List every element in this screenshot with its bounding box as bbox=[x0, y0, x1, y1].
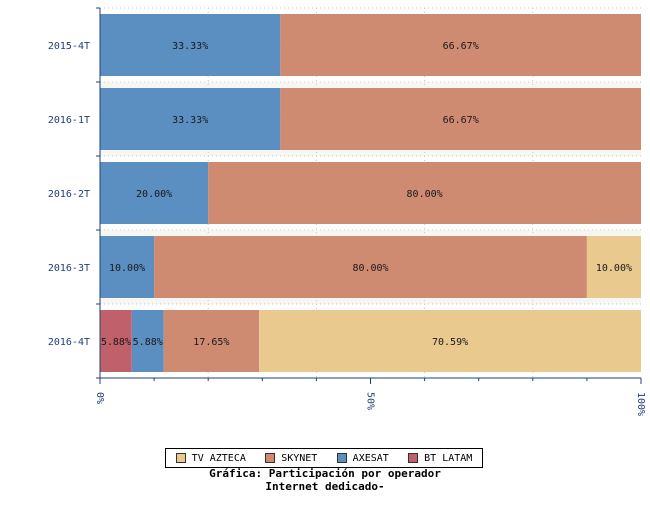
legend-swatch-bt-latam bbox=[408, 453, 419, 463]
x-tick-label: 50% bbox=[365, 392, 376, 410]
legend-item-skynet: SKYNET bbox=[265, 453, 317, 464]
bar-segment bbox=[280, 88, 641, 150]
bar-data-label: 17.65% bbox=[193, 337, 229, 348]
legend: TV AZTECA SKYNET AXESAT BT LATAM bbox=[165, 448, 483, 468]
y-tick-label: 2016-3T bbox=[48, 263, 90, 274]
y-tick-label: 2016-4T bbox=[48, 337, 90, 348]
x-tick-label: 100% bbox=[635, 392, 646, 416]
legend-item-bt-latam: BT LATAM bbox=[408, 453, 472, 464]
bar-segment bbox=[100, 88, 281, 150]
bar-data-label: 33.33% bbox=[172, 41, 208, 52]
bar-segment bbox=[100, 236, 155, 298]
chart-subtitle: Internet dedicado- bbox=[265, 480, 385, 493]
y-tick-label: 2015-4T bbox=[48, 41, 90, 52]
bar-segment bbox=[100, 14, 281, 76]
legend-label-tv-azteca: TV AZTECA bbox=[191, 452, 246, 464]
bar-data-label: 20.00% bbox=[136, 189, 172, 200]
legend-label-skynet: SKYNET bbox=[281, 452, 318, 464]
bar-data-label: 80.00% bbox=[352, 263, 388, 274]
legend-swatch-tv-azteca bbox=[175, 453, 186, 463]
bar-data-label: 5.88% bbox=[133, 337, 163, 348]
bar-data-label: 10.00% bbox=[109, 263, 145, 274]
chart-title-block: Gráfica: Participación por operador Inte… bbox=[0, 467, 650, 493]
x-tick-label: 0% bbox=[94, 392, 105, 404]
bar-data-label: 66.67% bbox=[443, 41, 479, 52]
legend-swatch-axesat bbox=[336, 453, 347, 463]
bar-segment bbox=[259, 310, 641, 372]
legend-label-bt-latam: BT LATAM bbox=[424, 452, 473, 464]
legend-item-tv-azteca: TV AZTECA bbox=[175, 452, 246, 464]
bar-segment bbox=[208, 162, 641, 224]
bar-data-label: 70.59% bbox=[432, 337, 468, 348]
bar-data-label: 80.00% bbox=[407, 189, 443, 200]
bar-segment bbox=[100, 162, 209, 224]
legend-label-axesat: AXESAT bbox=[352, 452, 389, 464]
bar-data-label: 66.67% bbox=[443, 115, 479, 126]
bar-data-label: 33.33% bbox=[172, 115, 208, 126]
bar-segment bbox=[280, 14, 641, 76]
bar-segment bbox=[100, 310, 132, 372]
bar-segment bbox=[131, 310, 164, 372]
legend-swatch-skynet bbox=[265, 453, 276, 463]
chart-title: Gráfica: Participación por operador bbox=[209, 467, 441, 480]
bar-segment bbox=[154, 236, 587, 298]
y-tick-label: 2016-2T bbox=[48, 189, 90, 200]
bar-data-label: 5.88% bbox=[101, 337, 131, 348]
legend-item-axesat: AXESAT bbox=[336, 452, 389, 464]
y-tick-label: 2016-1T bbox=[48, 115, 90, 126]
bar-segment bbox=[586, 236, 641, 298]
bar-segment bbox=[163, 310, 260, 372]
bar-data-label: 10.00% bbox=[596, 263, 632, 274]
